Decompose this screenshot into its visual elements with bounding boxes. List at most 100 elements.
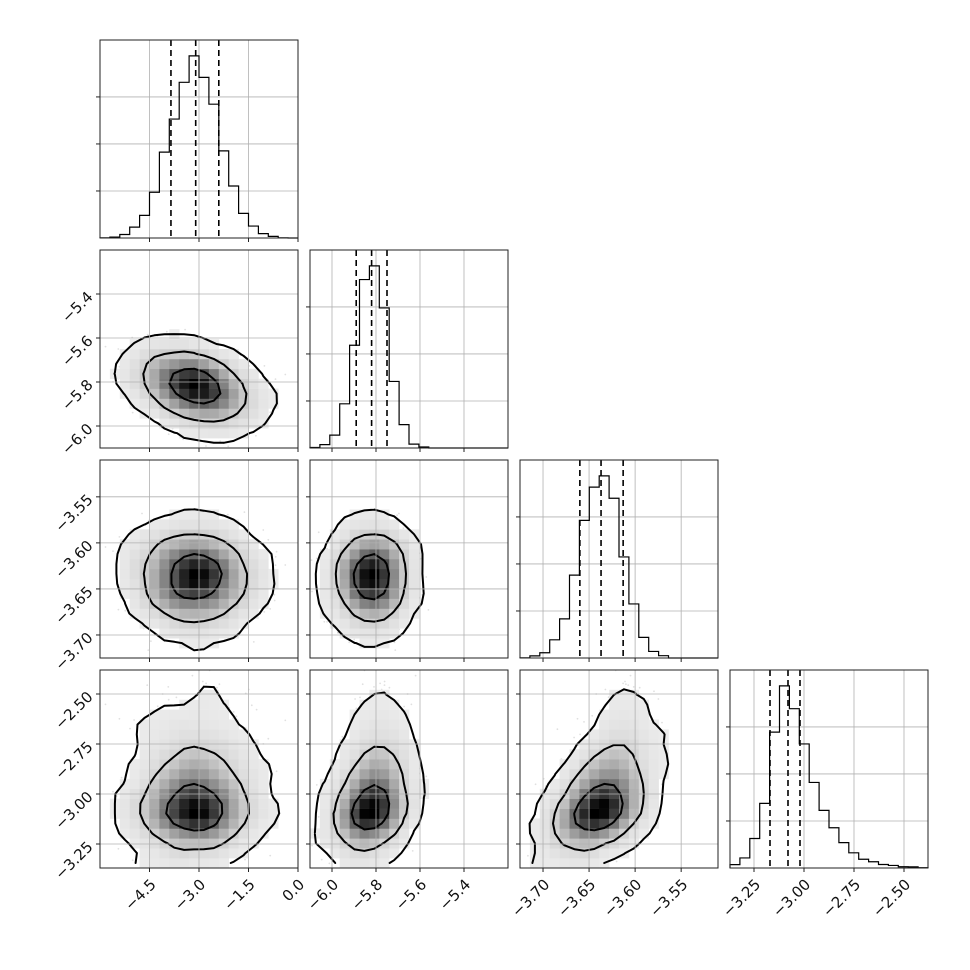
density-cell [149,729,160,740]
density-cell [169,519,180,530]
density-cell [208,428,220,439]
density-cell [238,778,249,790]
density-cell [549,848,560,859]
density-cell [129,818,140,829]
density-cell [349,729,360,740]
density-cell [648,719,659,730]
density-cell [169,418,180,429]
histogram-step [729,685,929,869]
x-tick-label: −5.4 [436,876,474,914]
density-cell [199,739,210,750]
density-cell [349,588,360,599]
density-cell [228,349,239,360]
density-cell [208,358,220,370]
y-tick-label: −2.50 [51,688,96,733]
density-cell [208,539,220,550]
density-cell [208,739,220,750]
x-tick-label: −3.70 [508,876,553,921]
density-cell [179,858,190,868]
density-cell [389,759,400,770]
density-cell [149,408,160,419]
density-cell [139,398,150,409]
density-cell [409,549,420,560]
density-cell [208,848,220,859]
density-cell [129,828,140,839]
density-cell [119,378,130,389]
scatter-panel-2-0 [96,459,299,662]
density-cell [248,408,259,419]
density-cell [189,368,200,379]
density-cell [559,838,570,849]
density-cell [579,798,590,809]
density-cell [569,838,580,849]
panel-frame [309,249,509,449]
density-cell [189,598,200,609]
density-cell [159,549,170,560]
density-cell [248,568,259,580]
density-cell [189,578,200,589]
density-cell [199,778,210,790]
density-cell [208,838,220,849]
panel-content [104,508,287,658]
panel-frame [309,669,509,869]
density-cell [238,358,249,370]
density-cell [199,858,210,868]
density-cell [149,349,160,360]
density-cell [359,539,370,550]
density-cell [619,729,630,740]
density-cell [218,628,229,639]
density-cell [258,818,269,829]
density-cell [189,759,200,770]
density-cell [379,848,390,859]
density-cell [638,828,649,839]
density-cell [409,598,420,609]
y-tick-label: −5.6 [58,332,96,370]
contour-level-0 [350,784,391,831]
density-cell [228,428,239,439]
density-cell [579,759,590,770]
density-cell [609,808,620,819]
density-cell [149,578,160,589]
density-cell [208,509,220,520]
density-cell [579,858,590,868]
density-cell [228,759,239,770]
density-cell [228,628,239,639]
density-cell [329,759,340,770]
density-cell [149,719,160,730]
density-cell [339,549,350,560]
density-cell [339,519,350,530]
density-cell [179,368,190,379]
density-cell [129,549,140,560]
density-cell [379,778,390,790]
density-cell [359,608,370,619]
density-cell [399,808,410,819]
density-cell [169,388,180,399]
density-cell [399,539,410,550]
density-cell [149,608,160,619]
density-cell [379,578,390,589]
density-cell [379,689,390,700]
density-cell [619,808,630,819]
density-cell [599,769,610,780]
density-cell [228,749,239,760]
density-cell [569,798,580,809]
density-cell [539,828,550,839]
density-cell [258,418,269,429]
panel-content [104,670,287,868]
density-cell [389,818,400,829]
density-cell [228,519,239,530]
density-cell [238,808,249,819]
density-cell [339,858,350,868]
density-cell [199,428,210,439]
density-cell [379,598,390,609]
density-cell [238,759,249,770]
density-cell [189,739,200,750]
density-cell [169,349,180,360]
density-cell [609,828,620,839]
x-tick-label: −3.00 [769,876,814,921]
density-cell [619,798,630,809]
density-cell [218,408,229,419]
density-cell [258,568,269,580]
density-cell [409,798,420,809]
density-cell [149,828,160,839]
